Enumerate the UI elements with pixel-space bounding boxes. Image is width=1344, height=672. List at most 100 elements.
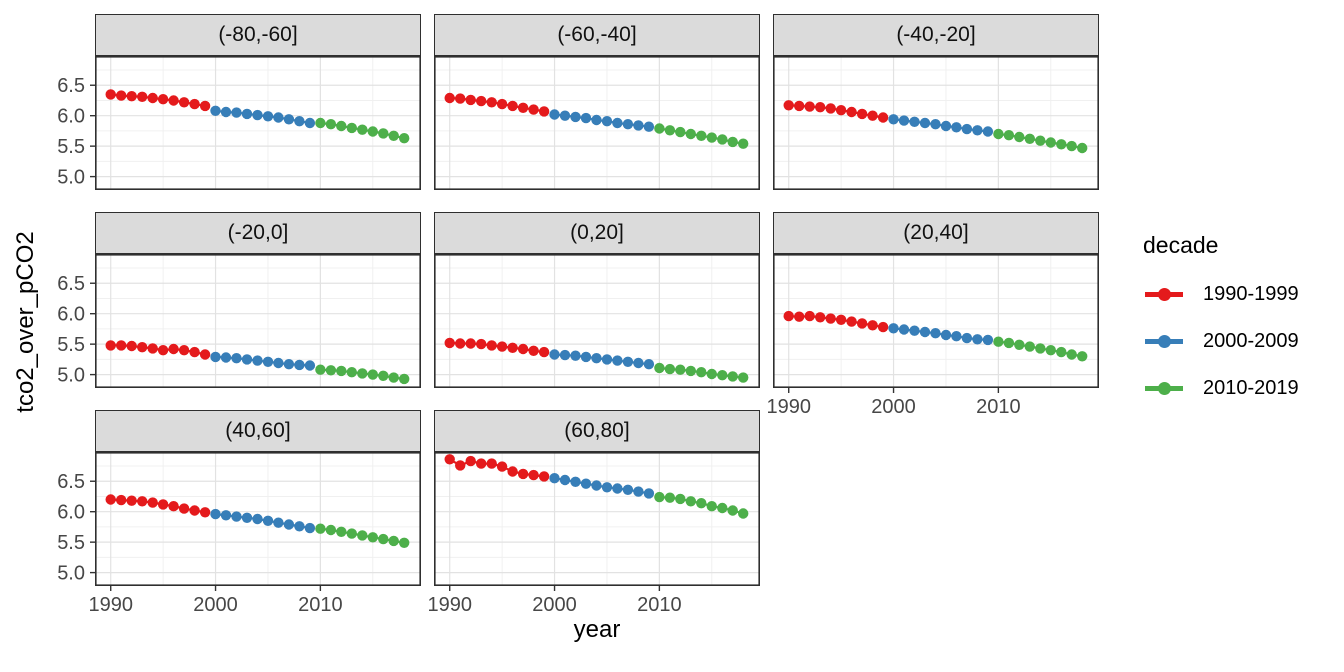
data-point [835, 314, 847, 325]
data-point [304, 522, 316, 534]
series-2010-2019 [654, 123, 749, 149]
data-point [696, 498, 707, 509]
facet-cell: (60,80] 1990 2000 2010 [427, 410, 760, 616]
data-point [846, 316, 857, 327]
facet-panel: 1990 2000 2010 [427, 452, 760, 616]
x-tick-label: 1990 [766, 396, 811, 418]
data-point [643, 359, 655, 370]
data-point [315, 117, 326, 129]
x-tick-label: 2010 [637, 594, 682, 616]
facet-cell: (0,20] [434, 212, 760, 388]
data-point [643, 121, 655, 132]
data-point [210, 508, 221, 520]
series-2000-2009 [888, 323, 994, 346]
data-point [465, 338, 476, 349]
facet-strip: (-60,-40] [434, 14, 760, 56]
legend-entry-label: 1990-1999 [1203, 282, 1299, 305]
y-tick-label: 5.0 [57, 365, 85, 387]
data-point [888, 323, 899, 334]
data-point [633, 486, 644, 497]
data-point [367, 369, 378, 380]
data-point [856, 108, 868, 120]
data-point [262, 356, 274, 367]
facet-cell: (40,60] 6.5 6.0 5.5 5.0 1990 2000 2010 [57, 410, 421, 616]
gridlines-major [434, 56, 760, 190]
data-point [727, 371, 738, 382]
data-point [315, 523, 326, 534]
series-2010-2019 [993, 336, 1088, 362]
facet-panel [773, 56, 1099, 190]
data-point [1035, 135, 1046, 146]
data-point [815, 312, 826, 323]
data-point [930, 119, 941, 130]
data-point [283, 114, 295, 125]
data-point [835, 105, 847, 116]
data-point [794, 311, 805, 322]
data-point [940, 329, 952, 341]
data-point [476, 95, 487, 107]
series-2010-2019 [993, 128, 1088, 154]
data-point [664, 363, 676, 375]
data-point [486, 458, 497, 469]
x-axis-title: year [573, 616, 621, 643]
data-point [346, 367, 357, 378]
data-point [252, 355, 263, 366]
facet-strip: (-80,-60] [95, 14, 421, 56]
legend: decade 1990-1999 2000-2009 2010-2019 [1143, 232, 1343, 424]
data-point [612, 117, 623, 129]
data-point [982, 334, 994, 346]
data-point [528, 345, 539, 356]
data-point [909, 116, 920, 127]
data-point [1024, 133, 1035, 144]
data-point [1014, 131, 1025, 143]
series-1990-1999 [783, 100, 889, 123]
data-point [465, 94, 476, 106]
data-point [825, 313, 836, 324]
data-point [559, 474, 571, 486]
data-point [738, 372, 749, 383]
data-point [455, 93, 466, 104]
data-point [476, 338, 487, 350]
data-point [378, 370, 389, 381]
data-point [210, 351, 221, 363]
data-point [559, 110, 571, 121]
data-point [116, 90, 127, 101]
data-point [1056, 346, 1067, 358]
x-tick-label: 1990 [427, 594, 472, 616]
data-point [951, 331, 962, 342]
data-point [804, 310, 815, 322]
gridlines-major [95, 452, 421, 586]
series-2000-2009 [210, 105, 316, 129]
data-point [496, 98, 508, 110]
data-point [273, 357, 284, 369]
data-point [105, 494, 116, 505]
data-point [241, 354, 253, 365]
data-point [315, 364, 326, 375]
data-point [346, 528, 357, 539]
data-point [570, 111, 581, 123]
legend-entry-label: 2000-2009 [1203, 329, 1299, 352]
data-point [262, 515, 274, 526]
data-point [1035, 343, 1046, 354]
legend-key-line-point-icon [1145, 330, 1183, 352]
data-point [685, 365, 696, 377]
data-point [706, 368, 717, 380]
series-1990-1999 [444, 454, 550, 482]
data-point [199, 349, 211, 360]
x-tick-label: 2010 [298, 594, 343, 616]
data-point [633, 357, 644, 369]
data-point [601, 116, 613, 127]
y-tick-label: 6.0 [57, 502, 85, 524]
series-2000-2009 [210, 351, 316, 371]
data-point [304, 360, 316, 371]
data-point [591, 114, 602, 126]
data-point [685, 128, 696, 140]
series-1990-1999 [444, 337, 550, 358]
legend-key-line-point-icon [1145, 377, 1183, 399]
data-point [507, 100, 518, 112]
facet-label: (-60,-40] [557, 23, 637, 46]
data-point [388, 535, 399, 547]
data-point [993, 128, 1004, 140]
data-point [220, 510, 232, 521]
data-point [116, 340, 127, 351]
